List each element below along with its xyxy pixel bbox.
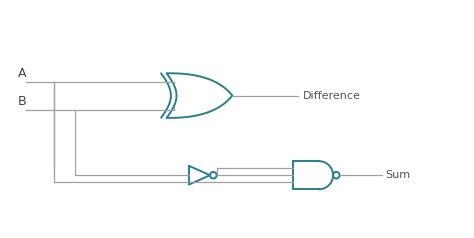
Text: B: B [18, 95, 27, 108]
Text: Difference: Difference [302, 91, 360, 101]
Text: A: A [18, 67, 27, 79]
Text: Sum: Sum [385, 170, 410, 180]
